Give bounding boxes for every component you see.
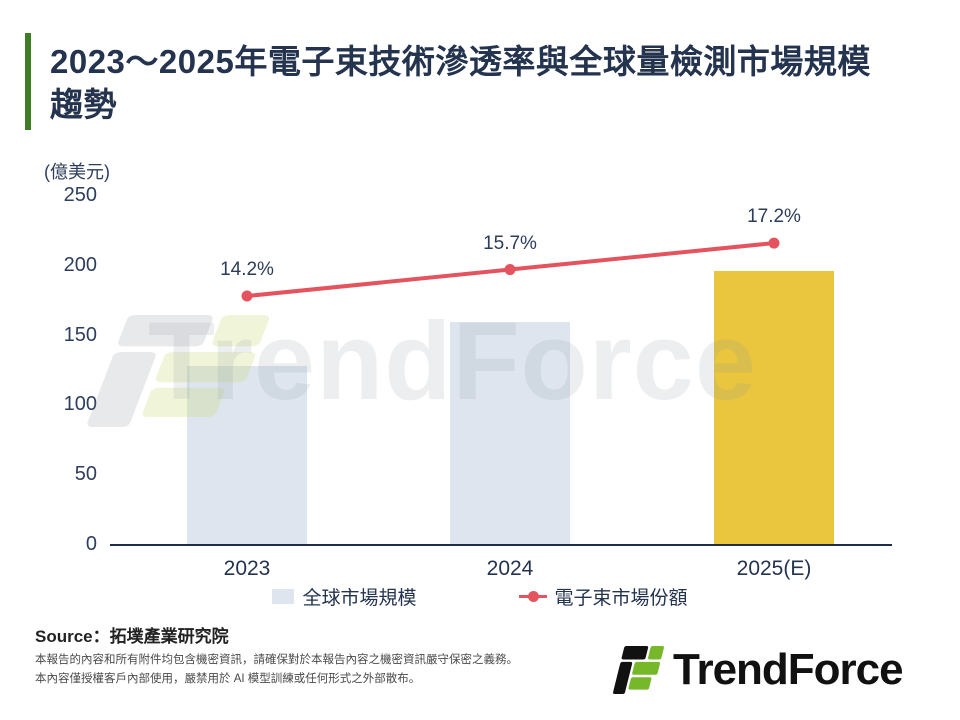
x-axis-line xyxy=(110,544,892,546)
bar-2024 xyxy=(450,321,570,545)
page-title: 2023～2025年電子束技術滲透率與全球量檢測市場規模 趨勢 xyxy=(50,40,930,126)
y-tick-label: 0 xyxy=(85,533,97,555)
chart-area: (億美元) 0 50 100 150 200 250 2023 2024 2025(E) xyxy=(0,150,960,620)
legend-line-marker-dot xyxy=(527,591,539,602)
disclaimer-line1: 本報告的內容和所有附件均包含機密資訊，請確保對於本報告內容之機密資訊嚴守保密之義… xyxy=(35,654,518,666)
legend-line-marker xyxy=(518,589,547,604)
page-title-line2: 趨勢 xyxy=(50,86,117,123)
y-tick-label: 150 xyxy=(63,323,97,346)
legend-line-label: 電子束市場份額 xyxy=(554,588,688,609)
x-axis-label-2024: 2024 xyxy=(486,557,534,580)
x-axis-label-2023: 2023 xyxy=(223,557,271,580)
legend-bar-swatch xyxy=(272,589,295,604)
trendforce-logo-icon xyxy=(613,646,664,694)
page-title-line1: 2023～2025年電子束技術滲透率與全球量檢測市場規模 xyxy=(50,43,871,80)
y-tick-label: 200 xyxy=(63,253,97,276)
bar-2023 xyxy=(187,366,307,545)
y-axis-unit-label: (億美元) xyxy=(44,162,110,182)
y-tick-label: 250 xyxy=(63,184,97,206)
legend-item-line: 電子束市場份額 xyxy=(518,583,688,610)
trendforce-logo-text: TrendForce xyxy=(673,645,904,694)
legend-bar-label: 全球市場規模 xyxy=(302,588,417,609)
y-tick-label: 50 xyxy=(74,463,97,486)
bar-2025(E) xyxy=(714,271,834,545)
trendforce-logo: TrendForce xyxy=(612,645,904,695)
x-axis-label-2025(E): 2025(E) xyxy=(736,557,812,580)
legend-item-bar: 全球市場規模 xyxy=(272,583,417,610)
y-tick-label: 100 xyxy=(63,393,97,416)
disclaimer-text: 本報告的內容和所有附件均包含機密資訊，請確保對於本報告內容之機密資訊嚴守保密之義… xyxy=(35,651,518,689)
title-accent-bar xyxy=(25,33,31,130)
source-label: Source：拓墣產業研究院 xyxy=(35,627,229,646)
disclaimer-line2: 本內容僅授權客戶內部使用，嚴禁用於 AI 模型訓練或任何形式之外部散布。 xyxy=(35,673,421,685)
chart-legend: 全球市場規模 電子束市場份額 xyxy=(0,583,960,610)
